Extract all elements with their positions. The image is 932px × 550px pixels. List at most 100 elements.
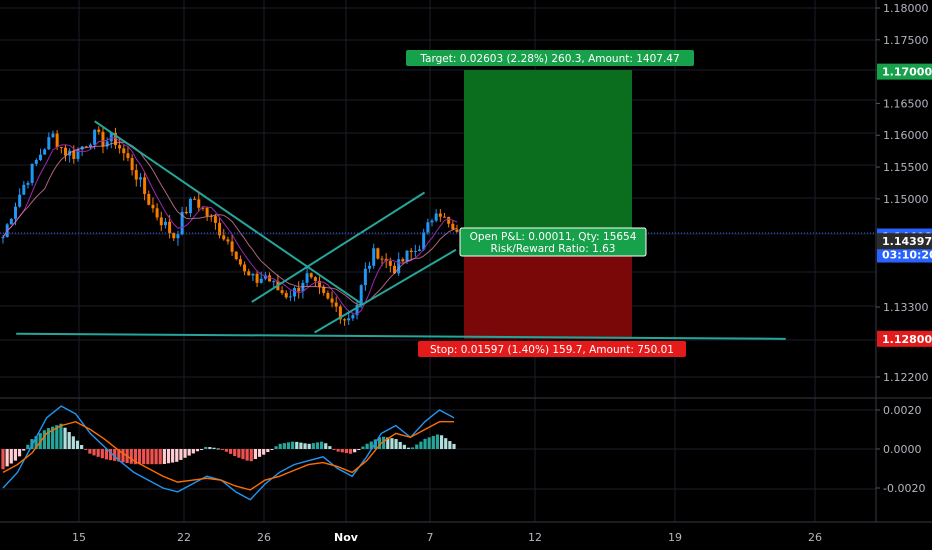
- trendlines[interactable]: [16, 120, 786, 340]
- candle: [43, 148, 47, 155]
- macd-histogram-bar: [340, 449, 344, 453]
- trendline-support[interactable]: [16, 332, 786, 340]
- price-tick-label: 1.15500: [883, 161, 929, 174]
- macd-histogram-bar: [348, 449, 353, 454]
- candle: [255, 270, 259, 288]
- price-tick-label: 1.16000: [883, 129, 929, 142]
- macd-histogram-bar: [270, 449, 274, 450]
- macd-histogram-bar: [274, 446, 278, 449]
- candle: [201, 207, 205, 211]
- candle: [180, 206, 184, 236]
- candle: [126, 146, 130, 162]
- macd-histogram-bar: [224, 449, 229, 452]
- macd-signal-line: [2, 420, 454, 491]
- macd-histogram-bar: [100, 449, 104, 459]
- stop-label[interactable]: Stop: 0.01597 (1.40%) 159.7, Amount: 750…: [418, 341, 686, 357]
- candle: [259, 271, 263, 284]
- price-tick-label: 1.13300: [883, 301, 929, 314]
- grid: [0, 0, 876, 522]
- candle: [397, 252, 401, 276]
- macd-histogram-bar: [17, 449, 22, 457]
- macd-histogram-bar: [179, 449, 183, 460]
- macd-line: [2, 405, 455, 501]
- macd-histogram-bar: [80, 444, 84, 449]
- macd-histogram-bar: [423, 438, 427, 449]
- date-tick-label: 15: [72, 531, 86, 544]
- macd-histogram-bar: [303, 443, 307, 449]
- candle: [34, 158, 38, 167]
- macd-histogram-bar: [146, 449, 150, 465]
- trendline-wedge-lower[interactable]: [251, 191, 426, 303]
- candle: [443, 212, 447, 218]
- candle: [18, 188, 22, 208]
- macd-histogram-bar: [319, 441, 324, 449]
- candle: [372, 243, 376, 269]
- candle: [322, 284, 326, 296]
- price-tick-label: 1.12200: [883, 371, 929, 384]
- candle: [172, 232, 176, 242]
- date-tick-label: 7: [427, 531, 434, 544]
- candle: [284, 290, 288, 300]
- macd-histogram-bar: [171, 449, 175, 463]
- macd-histogram-bar: [286, 442, 291, 449]
- macd-histogram-bar: [51, 426, 55, 449]
- candle: [159, 211, 163, 232]
- candle: [63, 144, 67, 162]
- time-axis[interactable]: 15 22 26 Nov 7 12 19 26: [72, 531, 822, 544]
- macd-axis[interactable]: 0.0020 0.0000 -0.0020: [876, 404, 925, 495]
- candle: [143, 172, 147, 201]
- macd-histogram-bar: [96, 449, 100, 457]
- candle: [309, 272, 313, 279]
- candle: [318, 276, 322, 295]
- candle: [376, 247, 380, 260]
- macd-histogram-bar: [336, 449, 340, 452]
- pnl-label[interactable]: Open P&L: 0.00011, Qty: 15654 Risk/Rewar…: [459, 227, 647, 257]
- candle: [451, 220, 455, 230]
- target-label[interactable]: Target: 0.02603 (2.28%) 260.3, Amount: 1…: [406, 50, 694, 66]
- candle: [426, 218, 430, 235]
- macd-histogram-bar: [187, 449, 191, 456]
- macd-histogram-bar: [200, 449, 204, 450]
- candle: [155, 203, 159, 221]
- macd-histogram-bar: [435, 434, 440, 449]
- price-tick-label: 1.18000: [883, 2, 929, 15]
- trendline-wedge-upper[interactable]: [94, 120, 363, 305]
- trendline-channel-lower[interactable]: [314, 248, 457, 334]
- candle: [234, 251, 238, 261]
- macd-histogram-bar: [1, 449, 5, 470]
- candle: [330, 291, 334, 308]
- candle: [184, 206, 188, 215]
- candle: [226, 236, 230, 245]
- price-highlight-text: 1.12800: [882, 333, 932, 346]
- macd-histogram-bar: [162, 449, 166, 464]
- macd-histogram-bar: [328, 446, 332, 449]
- candle: [401, 257, 405, 264]
- macd-histogram-bar: [137, 449, 142, 465]
- candle: [88, 143, 92, 150]
- macd-histogram-bar: [237, 449, 241, 458]
- macd-histogram-bar: [150, 449, 154, 465]
- price-axis[interactable]: 1.18000 1.17500 1.16500 1.16000 1.15500 1.150…: [876, 2, 929, 384]
- macd-histogram-bar: [291, 441, 295, 449]
- macd-histogram-bar: [195, 449, 200, 452]
- macd-histogram-bar: [216, 448, 220, 450]
- macd-histogram-bar: [431, 435, 435, 449]
- candle: [418, 245, 422, 252]
- candle: [293, 286, 297, 302]
- macd-histogram-bar: [369, 441, 373, 449]
- macd-histogram-bar: [406, 447, 411, 449]
- macd-histogram-bar: [257, 449, 262, 457]
- macd-histogram-bar: [444, 438, 448, 449]
- macd-histogram-bar: [315, 442, 320, 449]
- candle: [338, 304, 342, 324]
- candle: [130, 154, 134, 176]
- candle: [288, 290, 292, 302]
- target-zone[interactable]: [464, 70, 632, 234]
- macd-histogram-bar: [377, 437, 382, 449]
- macd-histogram-bar: [133, 449, 138, 465]
- open-pnl-text: Open P&L: 0.00011, Qty: 15654: [470, 231, 637, 243]
- candle: [222, 229, 226, 241]
- target-label-text: Target: 0.02603 (2.28%) 260.3, Amount: 1…: [419, 53, 679, 65]
- macd-histogram-bar: [191, 449, 195, 454]
